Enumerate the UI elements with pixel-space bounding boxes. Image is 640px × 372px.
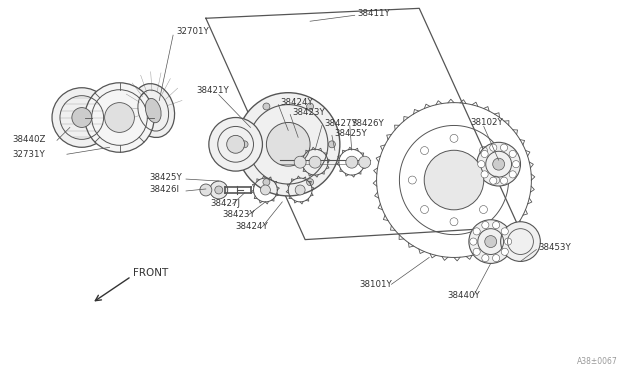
Text: 38423Y: 38423Y	[292, 108, 325, 117]
Ellipse shape	[493, 221, 500, 229]
Ellipse shape	[227, 135, 244, 153]
Ellipse shape	[501, 228, 508, 235]
Ellipse shape	[513, 161, 520, 168]
Text: 38440Y: 38440Y	[447, 291, 480, 300]
Ellipse shape	[493, 254, 500, 262]
Ellipse shape	[260, 185, 270, 195]
Ellipse shape	[266, 122, 310, 166]
Ellipse shape	[473, 228, 480, 235]
Text: 38421Y: 38421Y	[196, 86, 228, 95]
Ellipse shape	[237, 93, 340, 196]
Ellipse shape	[215, 186, 223, 194]
Text: 38426I: 38426I	[149, 186, 179, 195]
Ellipse shape	[473, 248, 480, 255]
Ellipse shape	[424, 150, 484, 210]
Ellipse shape	[500, 177, 508, 184]
Text: 38440Z: 38440Z	[12, 135, 45, 144]
Ellipse shape	[346, 156, 358, 168]
Ellipse shape	[501, 248, 508, 255]
Text: 38424Y: 38424Y	[236, 222, 268, 231]
Ellipse shape	[482, 254, 489, 262]
Ellipse shape	[72, 108, 92, 128]
Ellipse shape	[481, 150, 488, 157]
Ellipse shape	[307, 103, 314, 110]
Ellipse shape	[481, 171, 488, 178]
Text: 38102Y: 38102Y	[471, 118, 504, 127]
Text: 32731Y: 32731Y	[12, 150, 45, 159]
Ellipse shape	[145, 99, 161, 123]
Ellipse shape	[470, 238, 477, 245]
Ellipse shape	[210, 181, 228, 199]
Ellipse shape	[263, 179, 270, 186]
Ellipse shape	[52, 88, 111, 147]
Ellipse shape	[477, 142, 520, 186]
Ellipse shape	[477, 161, 485, 168]
Text: 38425Y: 38425Y	[334, 129, 367, 138]
Ellipse shape	[328, 141, 335, 148]
Text: 38423Y: 38423Y	[223, 210, 255, 219]
Ellipse shape	[294, 156, 306, 168]
Ellipse shape	[500, 222, 540, 262]
Ellipse shape	[309, 156, 321, 168]
Text: 38411Y: 38411Y	[358, 9, 390, 18]
Ellipse shape	[104, 103, 134, 132]
Ellipse shape	[482, 221, 489, 229]
Ellipse shape	[490, 177, 497, 184]
Ellipse shape	[295, 185, 305, 195]
Ellipse shape	[500, 144, 508, 151]
Ellipse shape	[307, 179, 314, 186]
Ellipse shape	[84, 83, 154, 152]
Text: 38426Y: 38426Y	[352, 119, 385, 128]
Ellipse shape	[241, 141, 248, 148]
Text: 38427J: 38427J	[211, 199, 241, 208]
Ellipse shape	[484, 235, 497, 247]
Ellipse shape	[509, 150, 516, 157]
Text: 38425Y: 38425Y	[149, 173, 182, 182]
Text: 38101Y: 38101Y	[360, 280, 392, 289]
Ellipse shape	[200, 184, 212, 196]
Text: 38453Y: 38453Y	[538, 243, 571, 252]
Text: FRONT: FRONT	[133, 268, 169, 278]
Ellipse shape	[263, 103, 270, 110]
Ellipse shape	[509, 171, 516, 178]
Text: 38427Y: 38427Y	[324, 119, 356, 128]
Ellipse shape	[358, 156, 371, 168]
Ellipse shape	[493, 158, 504, 170]
Ellipse shape	[132, 84, 175, 138]
Ellipse shape	[490, 144, 497, 151]
Text: 38424Y: 38424Y	[280, 98, 313, 107]
Ellipse shape	[504, 238, 511, 245]
Text: A38±0067: A38±0067	[577, 357, 618, 366]
Text: 32701Y: 32701Y	[176, 27, 209, 36]
Ellipse shape	[209, 118, 262, 171]
Ellipse shape	[469, 220, 513, 263]
